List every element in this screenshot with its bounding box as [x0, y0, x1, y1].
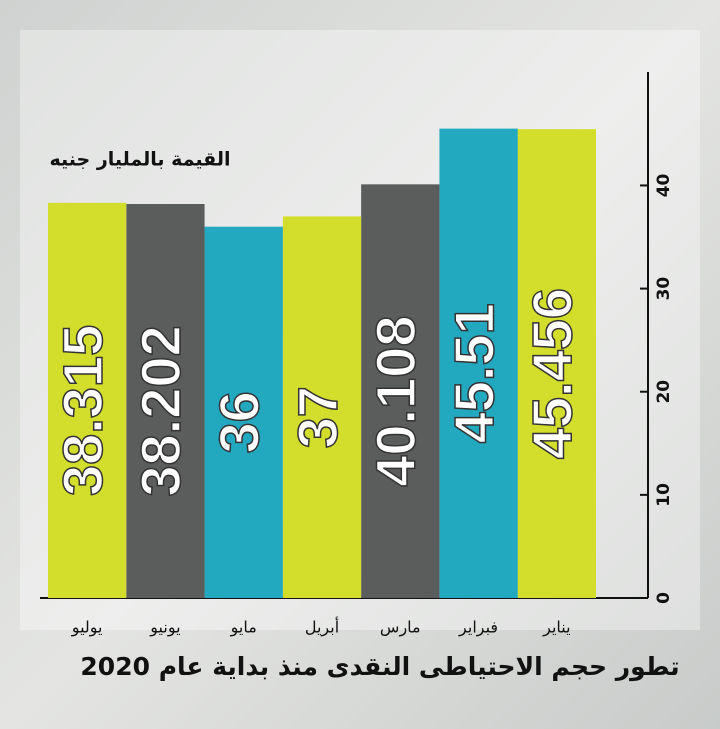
x-tick-label: يوليو — [71, 618, 103, 638]
y-tick-label: 10 — [654, 483, 674, 507]
value-label: 45.51 — [442, 303, 505, 443]
chart-title: تطور حجم الاحتياطى النقدى منذ بداية عام … — [80, 652, 679, 682]
bar — [439, 128, 518, 598]
y-tick-label: 40 — [654, 173, 674, 197]
value-label: 45.456 — [521, 288, 584, 459]
y-tick-label: 0 — [654, 592, 674, 604]
axis-unit-label: القيمة بالمليار جنيه — [49, 149, 230, 171]
x-tick-label: مارس — [380, 618, 421, 638]
x-tick-label: يونيو — [149, 618, 180, 638]
bar — [126, 203, 205, 598]
bar — [361, 184, 440, 598]
x-tick-label: مايو — [230, 618, 257, 638]
bar — [48, 202, 127, 599]
value-label: 36 — [208, 391, 271, 453]
x-tick-label: فبراير — [458, 618, 498, 638]
bar — [282, 216, 362, 598]
bar — [517, 129, 596, 598]
x-tick-label: يناير — [542, 618, 570, 638]
value-label: 37 — [286, 386, 349, 448]
y-tick-label: 30 — [654, 277, 674, 301]
value-label: 38.202 — [129, 325, 192, 496]
value-label: 40.108 — [364, 316, 427, 487]
y-tick-label: 20 — [654, 380, 674, 404]
x-tick-label: أبريل — [305, 617, 339, 638]
bar — [204, 226, 283, 599]
value-label: 38.315 — [51, 325, 114, 496]
